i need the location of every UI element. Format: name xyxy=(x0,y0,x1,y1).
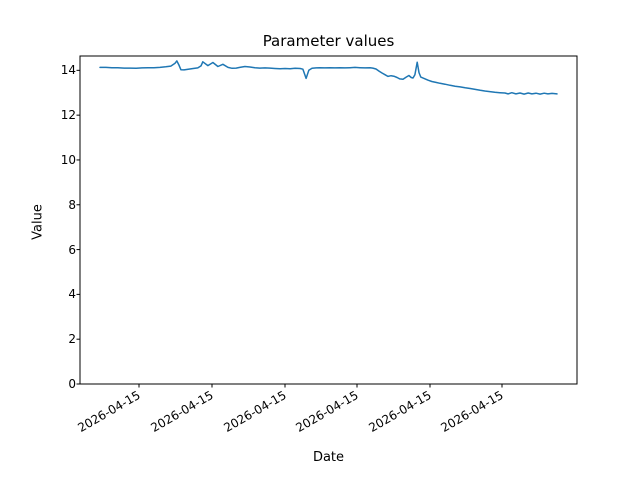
y-tick-label: 4 xyxy=(68,287,76,302)
y-tick-label: 14 xyxy=(60,63,76,78)
y-tick-label: 12 xyxy=(60,108,76,123)
y-tick-label: 8 xyxy=(68,197,76,212)
y-axis-label: Value xyxy=(30,204,46,240)
y-tick-label: 2 xyxy=(68,332,76,347)
x-axis-label: Date xyxy=(312,450,345,465)
axes-frame xyxy=(0,0,1,1)
y-tick-label: 10 xyxy=(60,152,76,167)
y-tick-label: 0 xyxy=(68,377,76,391)
chart-title: Parameter values xyxy=(262,32,395,50)
data-line-series xyxy=(99,60,558,95)
y-tick-label: 6 xyxy=(68,242,76,257)
